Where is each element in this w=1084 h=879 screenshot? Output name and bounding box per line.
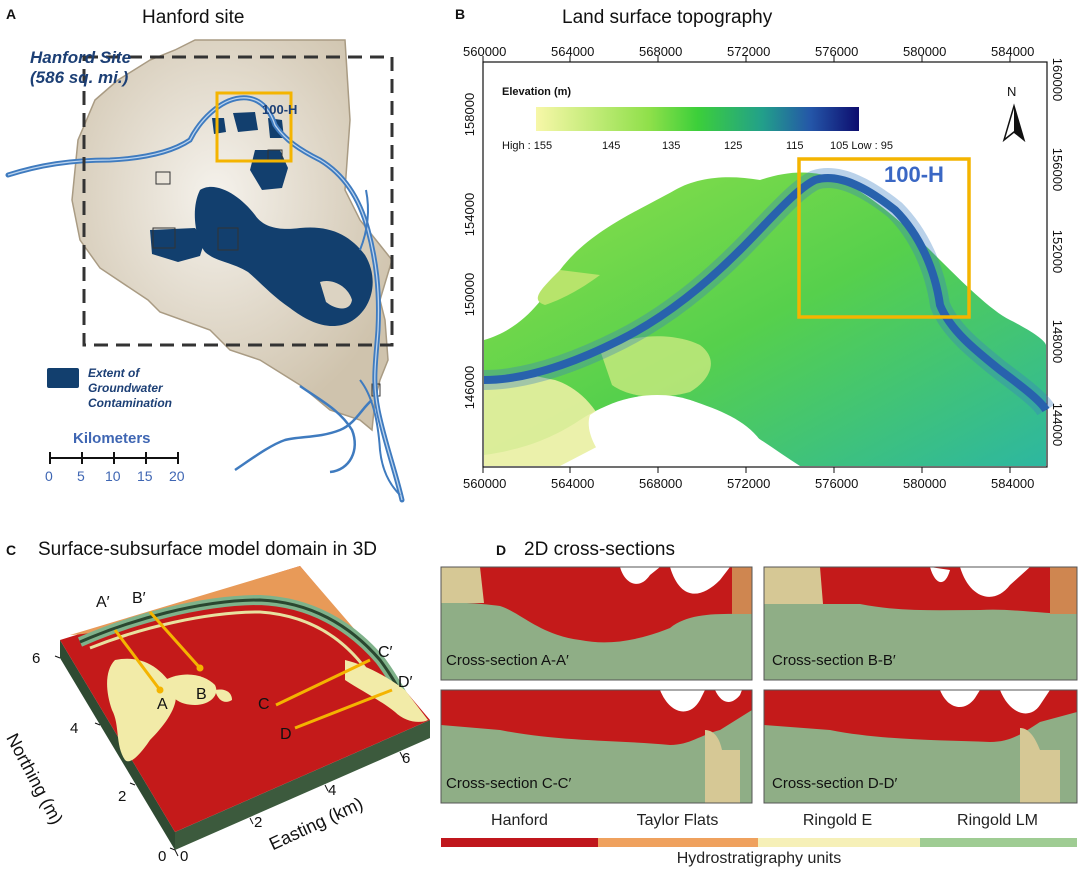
legend-swatch-taylor-flats [598,838,758,847]
b-x-ticks-bottom: 560000 564000 568000 572000 576000 58000… [463,476,1035,491]
scale-ticks: 0 5 10 15 20 [45,468,185,484]
cross-section-bb [763,566,1078,681]
section-line-b [148,611,202,669]
legend-swatch-ringold-e [758,838,920,847]
legend-title: Hydrostratigraphy units [676,850,842,867]
label-d-prime: D′ [398,674,413,691]
model-extent-box [82,55,394,347]
panel-a-title: Hanford site [142,7,245,28]
panel-b-letter: B [455,6,466,22]
site-area: (586 sq. mi.) [30,68,129,87]
label-a: A [157,696,168,713]
c-y-ticks: 6 4 2 0 [32,650,167,865]
panel-c-title: Surface-subsurface model domain in 3D [38,539,378,560]
label-c-prime: C′ [378,644,393,661]
cross-section-cc-label: Cross-section C-C′ [446,775,572,792]
river-channel [483,174,1050,413]
panel-b-title: Land surface topography [562,7,773,28]
terrain-surface [484,172,1046,466]
legend-ringold-lm: Ringold LM [957,812,1038,829]
panel-c-letter: C [6,542,17,558]
site-name: Hanford Site [30,48,132,67]
cross-section-aa [440,566,753,681]
colorbar-title: Elevation (m) [502,86,572,98]
label-b: B [196,686,207,703]
legend-ringold-e: Ringold E [802,812,873,829]
cross-section-aa-label: Cross-section A-A′ [446,652,569,669]
section-line-a [113,629,162,691]
scale-title: Kilometers [73,430,151,447]
terrain-hole [588,395,764,466]
c-x-ticks: 0 2 4 6 [180,750,411,865]
area-100h-label-b: 100-H [884,162,944,187]
cross-section-dd [763,689,1078,804]
label-a-prime: A′ [96,594,110,611]
b-x-ticks-top: 560000 564000 568000 572000 576000 58000… [463,44,1035,59]
cross-section-bb-label: Cross-section B-B′ [772,652,896,669]
label-d: D [280,726,292,743]
panel-d-title: 2D cross-sections [524,539,675,560]
domain-top-face [60,566,430,832]
cross-section-dd-label: Cross-section D-D′ [772,775,898,792]
label-b-prime: B′ [132,590,146,607]
area-100h-label-a: 100-H [262,102,298,117]
legend-swatch-ringold-lm [920,838,1077,847]
legend-taylor-flats: Taylor Flats [636,812,719,829]
area-100h-box-a [215,91,293,163]
elevation-colorbar [536,107,859,131]
north-label: N [1007,84,1017,99]
cross-section-cc [440,689,753,804]
scale-bar [49,452,179,464]
panel-a-letter: A [6,6,17,22]
area-100h-box-b [797,157,971,319]
section-line-d [294,688,393,730]
panel-d-letter: D [496,542,507,558]
legend-swatch-hanford [441,838,598,847]
contamination-legend: Extent of Groundwater Contamination [88,366,172,410]
legend-hanford: Hanford [491,812,548,829]
colorbar-labels: High : 155 145 135 125 115 105 Low : 95 [502,140,893,152]
section-line-c [275,658,371,707]
label-c: C [258,696,270,713]
